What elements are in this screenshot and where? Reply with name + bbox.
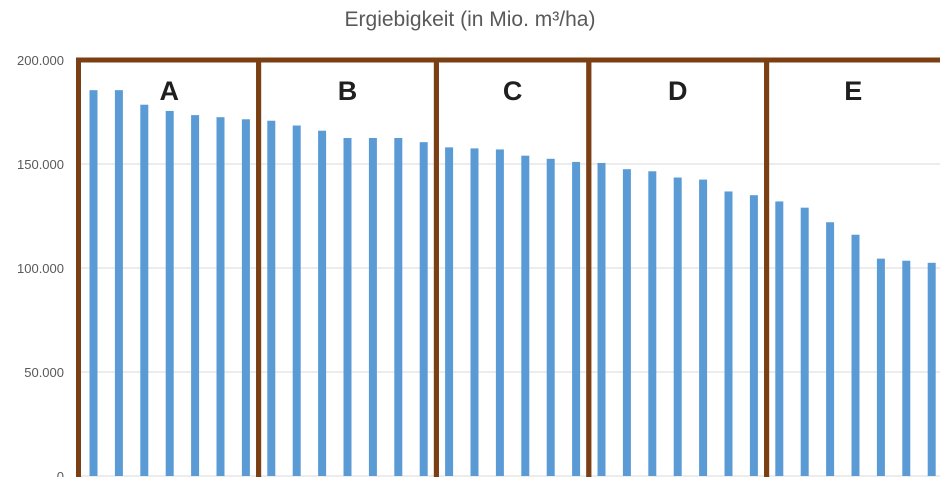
y-tick-label: 50.000 bbox=[24, 365, 64, 380]
bar bbox=[622, 169, 631, 476]
bar bbox=[394, 138, 403, 476]
bar bbox=[927, 262, 936, 476]
y-tick-label: 0 bbox=[57, 469, 64, 477]
group-label: E bbox=[844, 76, 862, 106]
bar bbox=[267, 120, 276, 477]
bar bbox=[419, 142, 428, 476]
group-frame bbox=[764, 57, 940, 477]
bar bbox=[241, 119, 250, 476]
bar bbox=[775, 201, 784, 476]
y-axis: 0 50.000 100.000 150.000 200.000 bbox=[17, 53, 81, 477]
bar bbox=[826, 222, 835, 476]
bar bbox=[191, 115, 200, 477]
bar bbox=[521, 155, 530, 476]
bar bbox=[851, 234, 860, 476]
bar bbox=[318, 130, 327, 476]
bar bbox=[165, 110, 174, 477]
bar bbox=[216, 117, 225, 476]
y-tick-label: 150.000 bbox=[17, 157, 64, 172]
y-tick-label: 200.000 bbox=[17, 53, 64, 68]
bar bbox=[724, 191, 733, 476]
bar bbox=[114, 90, 123, 476]
bar bbox=[343, 138, 352, 476]
bar bbox=[368, 138, 377, 476]
bar bbox=[902, 260, 911, 476]
bar bbox=[292, 125, 301, 477]
group-label: A bbox=[160, 76, 180, 106]
group-label: C bbox=[503, 76, 523, 106]
group-labels: A B C D E bbox=[160, 76, 863, 106]
bar bbox=[800, 207, 809, 476]
bars bbox=[89, 90, 936, 477]
bar bbox=[699, 179, 708, 476]
bar bbox=[495, 149, 504, 476]
chart-title: Ergiebigkeit (in Mio. m³/ha) bbox=[344, 8, 596, 31]
bar bbox=[749, 195, 758, 476]
bar bbox=[597, 162, 606, 476]
bar bbox=[876, 258, 885, 476]
group-frames bbox=[76, 57, 940, 477]
bar bbox=[89, 90, 98, 476]
bar bbox=[445, 147, 454, 477]
gridlines bbox=[80, 59, 940, 477]
bar bbox=[673, 177, 682, 476]
group-label: B bbox=[338, 76, 358, 106]
bar bbox=[140, 104, 149, 476]
bar bbox=[648, 171, 657, 476]
bar bbox=[546, 158, 555, 477]
bar bbox=[572, 161, 581, 477]
group-label: D bbox=[668, 76, 688, 106]
bar bbox=[470, 148, 479, 476]
y-tick-label: 100.000 bbox=[17, 261, 64, 276]
